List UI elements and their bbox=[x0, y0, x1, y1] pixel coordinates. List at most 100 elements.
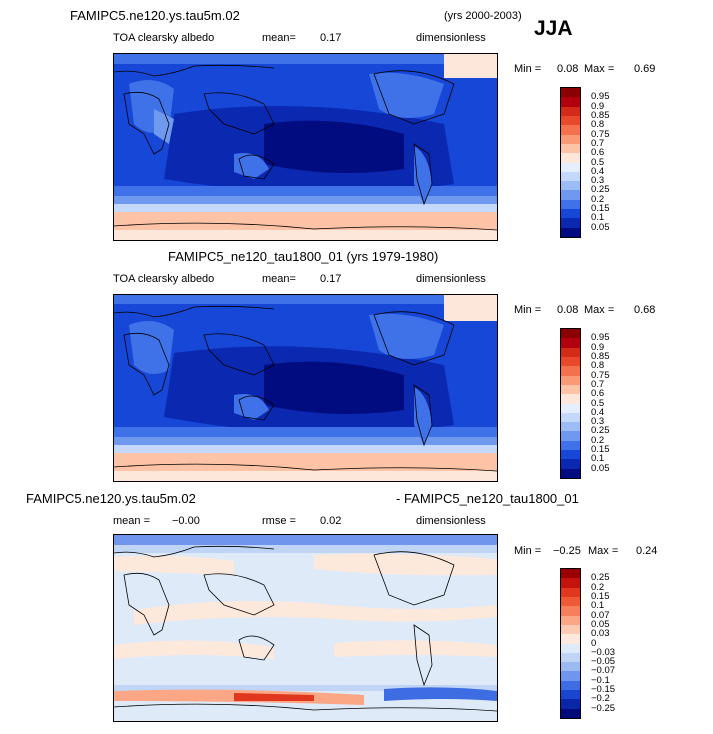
panel2-mean-value: 0.17 bbox=[320, 273, 342, 285]
colorbar-swatch bbox=[561, 181, 580, 191]
colorbar-tick-label: −0.05 bbox=[591, 656, 616, 668]
colorbar-tick-label: 0.15 bbox=[591, 203, 610, 215]
colorbar-swatch bbox=[561, 329, 580, 339]
panel2-colorbar bbox=[560, 328, 581, 479]
panel3-mean-label: mean = bbox=[113, 515, 150, 527]
panel3-max-label: Max = bbox=[588, 545, 619, 557]
panel3-map bbox=[113, 534, 498, 722]
panel1-max-value: 0.69 bbox=[634, 63, 656, 75]
colorbar-swatch bbox=[561, 662, 580, 672]
colorbar-tick-label: 0.07 bbox=[591, 609, 610, 621]
panel3-title-left: FAMIPC5.ne120.ys.tau5m.02 bbox=[26, 491, 196, 506]
colorbar-tick-label: 0.75 bbox=[591, 128, 610, 140]
panel2-map bbox=[113, 294, 498, 482]
colorbar-swatch bbox=[561, 680, 580, 691]
colorbar-tick-label: 0.75 bbox=[591, 369, 610, 381]
colorbar-swatch bbox=[561, 569, 580, 579]
colorbar-swatch bbox=[561, 347, 580, 357]
colorbar-swatch bbox=[561, 227, 580, 237]
colorbar-swatch bbox=[561, 699, 580, 709]
colorbar-swatch bbox=[561, 624, 580, 635]
colorbar-swatch bbox=[561, 459, 580, 469]
panel2-map-field bbox=[114, 295, 497, 481]
colorbar-tick-label: 0.15 bbox=[591, 444, 610, 456]
colorbar-tick-label: 0.85 bbox=[591, 109, 610, 121]
colorbar-swatch bbox=[561, 162, 580, 172]
panel2-min-label: Min = bbox=[514, 304, 542, 316]
colorbar-swatch bbox=[561, 199, 580, 210]
colorbar-tick-label: 0.95 bbox=[591, 91, 610, 103]
colorbar-swatch bbox=[561, 356, 580, 367]
colorbar-swatch bbox=[561, 153, 580, 163]
years-label: (yrs 2000-2003) bbox=[444, 10, 522, 22]
panel1-title: FAMIPC5.ne120.ys.tau5m.02 bbox=[70, 8, 240, 23]
panel1-min-value: 0.08 bbox=[557, 63, 579, 75]
colorbar-swatch bbox=[561, 450, 580, 460]
colorbar-tick-label: 0.95 bbox=[591, 332, 610, 344]
colorbar-swatch bbox=[561, 634, 580, 644]
colorbar-swatch bbox=[561, 115, 580, 126]
colorbar-swatch bbox=[561, 88, 580, 98]
colorbar-tick-label: −0.07 bbox=[591, 665, 616, 677]
colorbar-swatch bbox=[561, 375, 580, 385]
colorbar-tick-label: 0.9 bbox=[591, 341, 605, 353]
colorbar-swatch bbox=[561, 190, 580, 200]
colorbar-tick-label: 0.1 bbox=[591, 600, 605, 612]
colorbar-swatch bbox=[561, 615, 580, 625]
panel2-max-label: Max = bbox=[584, 304, 615, 316]
panel1-variable: TOA clearsky albedo bbox=[113, 32, 215, 44]
panel1-map bbox=[113, 53, 498, 241]
colorbar-swatch bbox=[561, 106, 580, 116]
colorbar-swatch bbox=[561, 708, 580, 718]
colorbar-tick-label: 0.7 bbox=[591, 137, 605, 149]
panel3-rmse-label: rmse = bbox=[262, 515, 296, 527]
colorbar-tick-label: 0.2 bbox=[591, 193, 605, 205]
colorbar-tick-label: 0.8 bbox=[591, 119, 605, 131]
colorbar-swatch bbox=[561, 587, 580, 597]
panel1-max-label: Max = bbox=[584, 63, 615, 75]
panel3-max-value: 0.24 bbox=[636, 545, 658, 557]
colorbar-swatch bbox=[561, 338, 580, 348]
colorbar-tick-label: 0.5 bbox=[591, 397, 605, 409]
panel3-min-value: −0.25 bbox=[553, 545, 581, 557]
colorbar-tick-label: 0.6 bbox=[591, 147, 605, 159]
panel3-colorbar bbox=[560, 568, 581, 719]
colorbar-swatch bbox=[561, 440, 580, 451]
colorbar-tick-label: 0.3 bbox=[591, 416, 605, 428]
panel2-min-value: 0.08 bbox=[557, 304, 579, 316]
panel2-variable: TOA clearsky albedo bbox=[113, 273, 215, 285]
colorbar-tick-label: 0.05 bbox=[591, 221, 610, 233]
colorbar-swatch bbox=[561, 218, 580, 228]
colorbar-swatch bbox=[561, 143, 580, 154]
panel2-title: FAMIPC5_ne120_tau1800_01 (yrs 1979-1980) bbox=[168, 249, 439, 264]
season-label: JJA bbox=[534, 17, 573, 40]
colorbar-swatch bbox=[561, 125, 580, 135]
panel3-min-label: Min = bbox=[514, 545, 542, 557]
colorbar-swatch bbox=[561, 134, 580, 144]
panel1-mean-label: mean= bbox=[262, 32, 296, 44]
colorbar-swatch bbox=[561, 431, 580, 441]
colorbar-swatch bbox=[561, 690, 580, 700]
colorbar-tick-label: 0 bbox=[591, 637, 597, 649]
colorbar-tick-label: 0.4 bbox=[591, 406, 605, 418]
colorbar-tick-label: 0.4 bbox=[591, 165, 605, 177]
colorbar-tick-label: 0.7 bbox=[591, 378, 605, 390]
colorbar-swatch bbox=[561, 366, 580, 376]
colorbar-swatch bbox=[561, 596, 580, 607]
colorbar-tick-label: 0.25 bbox=[591, 425, 610, 437]
colorbar-tick-label: 0.1 bbox=[591, 212, 605, 224]
panel3-mean-value: −0.00 bbox=[172, 515, 200, 527]
colorbar-swatch bbox=[561, 384, 580, 395]
colorbar-swatch bbox=[561, 468, 580, 478]
colorbar-tick-label: 0.6 bbox=[591, 388, 605, 400]
colorbar-tick-label: 0.25 bbox=[591, 184, 610, 196]
panel2-units: dimensionless bbox=[416, 273, 486, 285]
colorbar-tick-label: 0.15 bbox=[591, 590, 610, 602]
panel3-title-right: - FAMIPC5_ne120_tau1800_01 bbox=[396, 491, 579, 506]
colorbar-swatch bbox=[561, 652, 580, 663]
colorbar-tick-label: 0.05 bbox=[591, 462, 610, 474]
colorbar-tick-label: 0.03 bbox=[591, 628, 610, 640]
colorbar-tick-label: 0.2 bbox=[591, 581, 605, 593]
colorbar-swatch bbox=[561, 403, 580, 413]
colorbar-tick-label: 0.9 bbox=[591, 100, 605, 112]
